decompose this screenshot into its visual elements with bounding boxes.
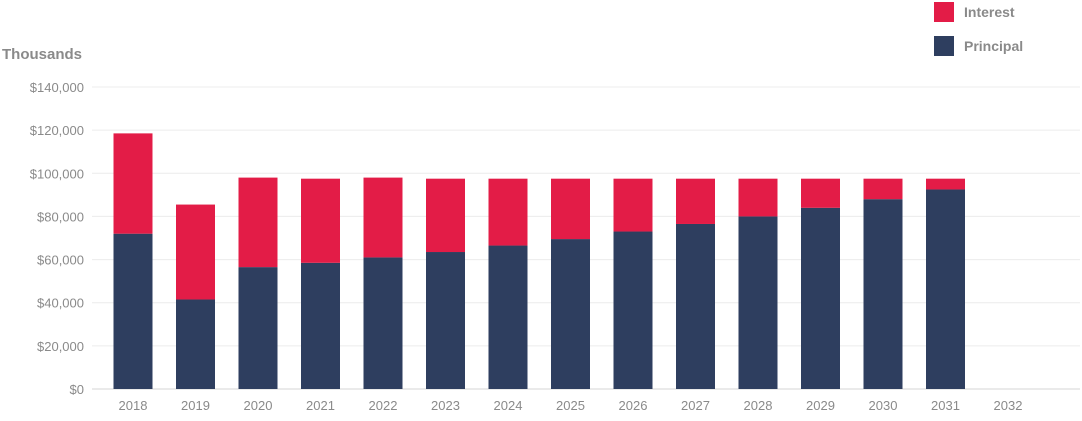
bar-principal-2029 [801, 207, 840, 389]
bars [113, 133, 965, 389]
bar-interest-2027 [676, 178, 715, 224]
bar-principal-2022 [363, 257, 403, 389]
y-unit-label: Thousands [2, 46, 82, 63]
bar-interest-2020 [238, 177, 278, 268]
bar-interest-2019 [176, 204, 215, 300]
bar-interest-2024 [488, 178, 528, 246]
bar-principal-2026 [613, 231, 653, 389]
x-tick-label: 2022 [369, 398, 398, 413]
y-tick-label: $40,000 [37, 296, 84, 311]
bar-interest-2026 [613, 178, 653, 232]
bar-principal-2020 [238, 267, 278, 389]
bar-interest-2030 [863, 178, 903, 200]
bar-interest-2028 [738, 178, 778, 217]
x-tick-label: 2032 [994, 398, 1023, 413]
y-tick-label: $20,000 [37, 339, 84, 354]
bar-principal-2023 [426, 252, 465, 389]
y-tick-label: $0 [70, 382, 84, 397]
bar-interest-2022 [363, 177, 403, 258]
x-tick-label: 2027 [681, 398, 710, 413]
y-tick-label: $60,000 [37, 253, 84, 268]
legend-label-principal: Principal [964, 38, 1023, 54]
bar-principal-2027 [676, 223, 715, 389]
bar-interest-2021 [301, 178, 340, 263]
x-tick-label: 2019 [181, 398, 210, 413]
x-tick-label: 2023 [431, 398, 460, 413]
bar-principal-2030 [863, 199, 903, 389]
bar-interest-2029 [801, 178, 840, 208]
x-tick-label: 2031 [931, 398, 960, 413]
x-tick-label: 2030 [869, 398, 898, 413]
x-tick-label: 2028 [744, 398, 773, 413]
bar-principal-2028 [738, 216, 778, 389]
bar-principal-2021 [301, 262, 340, 389]
bar-principal-2019 [176, 299, 215, 389]
bar-interest-2018 [113, 133, 153, 234]
x-tick-label: 2024 [494, 398, 523, 413]
x-tick-label: 2029 [806, 398, 835, 413]
bar-principal-2025 [551, 239, 590, 389]
x-tick-label: 2020 [244, 398, 273, 413]
x-tick-label: 2026 [619, 398, 648, 413]
x-tick-label: 2025 [556, 398, 585, 413]
bar-interest-2025 [551, 178, 590, 240]
y-tick-label: $140,000 [30, 80, 84, 95]
bar-principal-2024 [488, 245, 528, 389]
legend: Interest Principal [934, 2, 1023, 56]
y-tick-label: $80,000 [37, 209, 84, 224]
legend-label-interest: Interest [964, 4, 1015, 20]
y-axis: $0 $20,000 $40,000 $60,000 $80,000 $100,000 $1… [30, 80, 84, 397]
bar-interest-2023 [426, 178, 465, 253]
x-tick-label: 2021 [306, 398, 335, 413]
x-axis: 2018 2019 2020 2021 2022 2023 2024 2025 2026 2027… [119, 398, 1023, 413]
y-tick-label: $100,000 [30, 166, 84, 181]
x-tick-label: 2018 [119, 398, 148, 413]
legend-swatch-interest [934, 2, 954, 22]
y-tick-label: $120,000 [30, 123, 84, 138]
bar-principal-2031 [926, 189, 965, 389]
legend-swatch-principal [934, 36, 954, 56]
bar-interest-2031 [926, 178, 965, 190]
bar-principal-2018 [113, 233, 153, 389]
